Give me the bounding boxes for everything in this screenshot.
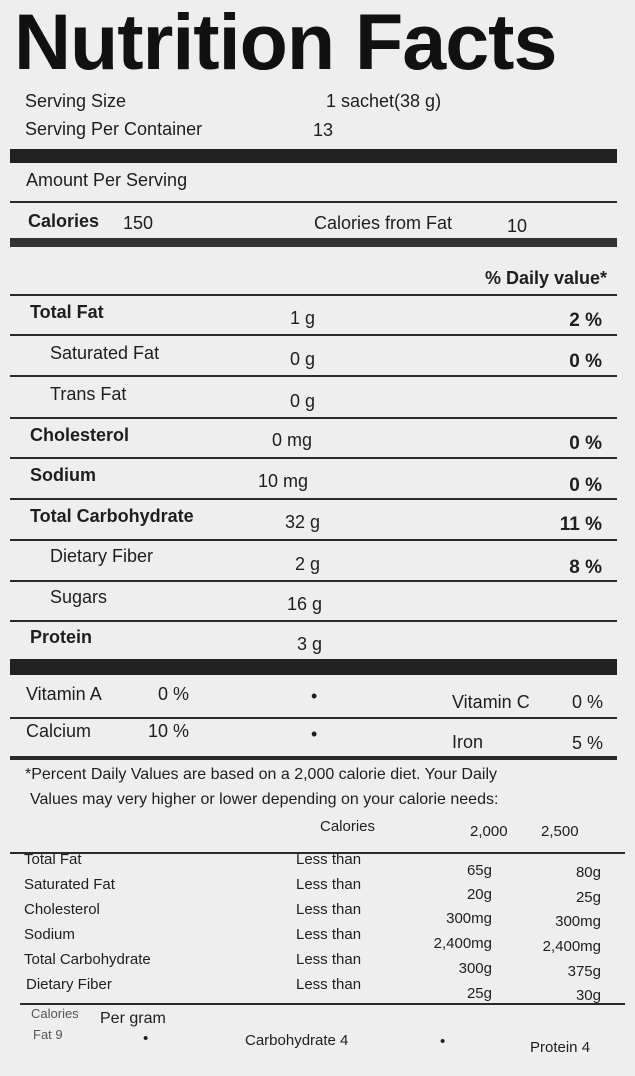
amount-per-serving: Amount Per Serving xyxy=(26,170,188,190)
calories-per-gram-label: Calories xyxy=(31,1006,79,1021)
dv-row-qualifier: Less than xyxy=(296,876,362,893)
dv-row-qualifier: Less than xyxy=(296,926,362,943)
nutrient-amount: 16 g xyxy=(287,594,323,614)
dv-row-2000: 20g xyxy=(466,886,492,903)
nutrient-dv: 0 % xyxy=(569,475,602,496)
vitamin-name: Vitamin A xyxy=(26,684,102,704)
divider xyxy=(10,294,617,296)
calories-label: Calories xyxy=(28,211,100,231)
per-gram-label: Per gram xyxy=(100,1010,166,1027)
nutrient-dv: 2 % xyxy=(569,310,602,331)
dv-row-2000: 25g xyxy=(466,985,492,1002)
divider xyxy=(10,457,617,459)
divider xyxy=(10,620,617,622)
dv-row-name: Total Carbohydrate xyxy=(24,951,151,968)
dv-row-name: Dietary Fiber xyxy=(26,976,112,993)
daily-value-header: % Daily value* xyxy=(484,268,607,288)
nutrient-amount: 1 g xyxy=(290,308,316,328)
dv-row-name: Saturated Fat xyxy=(24,876,115,893)
divider-thick xyxy=(10,659,617,675)
fat-per-gram: Fat 9 xyxy=(33,1027,63,1042)
nutrient-amount: 10 mg xyxy=(258,471,309,491)
dv-row-qualifier: Less than xyxy=(296,851,362,868)
dv-row-2500: 300mg xyxy=(555,913,601,930)
carbohydrate-per-gram: Carbohydrate 4 xyxy=(245,1032,349,1049)
nutrient-name: Sugars xyxy=(50,587,108,607)
dv-row-2500: 30g xyxy=(575,987,601,1004)
dv-row-2500: 375g xyxy=(567,963,601,980)
divider xyxy=(10,498,617,500)
dv-row-2000: 300mg xyxy=(446,910,492,927)
nutrient-dv: 0 % xyxy=(569,351,602,372)
separator-dot: • xyxy=(143,1030,149,1047)
divider xyxy=(10,852,625,854)
nutrient-name: Sodium xyxy=(30,465,96,485)
vitamin-dv: 5 % xyxy=(571,733,603,753)
dv-table-header-calories: Calories xyxy=(320,818,376,835)
calories-value: 150 xyxy=(123,213,154,233)
divider xyxy=(10,717,617,719)
divider xyxy=(10,417,617,419)
divider xyxy=(10,201,617,203)
nutrient-name: Cholesterol xyxy=(30,425,130,445)
divider-medium xyxy=(10,238,617,247)
nutrient-name: Trans Fat xyxy=(50,384,127,404)
dv-row-qualifier: Less than xyxy=(296,976,362,993)
separator-dot: • xyxy=(311,686,318,706)
dv-row-2000: 2,400mg xyxy=(433,935,492,952)
calories-from-fat-value: 10 xyxy=(507,216,528,236)
footnote-line: *Percent Daily Values are based on a 2,0… xyxy=(25,766,497,783)
nutrient-name: Total Fat xyxy=(30,302,104,322)
dv-row-qualifier: Less than xyxy=(296,901,362,918)
dv-table-header-2000: 2,000 xyxy=(470,823,508,840)
dv-row-2500: 25g xyxy=(575,889,601,906)
dv-row-2000: 65g xyxy=(466,862,492,879)
dv-row-name: Sodium xyxy=(24,926,75,943)
separator-dot: • xyxy=(440,1033,446,1050)
vitamin-dv: 10 % xyxy=(148,721,190,741)
nutrient-name: Saturated Fat xyxy=(50,343,160,363)
dv-row-2500: 2,400mg xyxy=(542,938,601,955)
divider-thick xyxy=(10,149,617,163)
serving-size-label: Serving Size xyxy=(25,91,127,111)
nutrient-amount: 0 mg xyxy=(272,430,313,450)
dv-row-qualifier: Less than xyxy=(296,951,362,968)
dv-row-2000: 300g xyxy=(458,960,492,977)
nutrient-amount: 32 g xyxy=(285,512,321,532)
vitamin-name: Vitamin C xyxy=(452,692,530,712)
calories-from-fat-label: Calories from Fat xyxy=(314,213,453,233)
separator-dot: • xyxy=(311,724,318,744)
divider xyxy=(10,539,617,541)
divider xyxy=(10,580,617,582)
divider xyxy=(10,334,617,336)
nutrient-dv: 8 % xyxy=(569,557,602,578)
nutrient-name: Protein xyxy=(30,627,93,647)
dv-table-header-2500: 2,500 xyxy=(541,823,579,840)
vitamin-dv: 0 % xyxy=(158,684,190,704)
servings-per-container-label: Serving Per Container xyxy=(25,119,203,139)
nutrient-dv: 0 % xyxy=(569,433,602,454)
dv-row-2500: 80g xyxy=(575,864,601,881)
label-title: Nutrition Facts xyxy=(14,0,557,86)
nutrient-amount: 2 g xyxy=(295,554,321,574)
nutrient-dv: 11 % xyxy=(559,514,602,535)
vitamin-name: Calcium xyxy=(26,721,92,741)
serving-size-value: 1 sachet(38 g) xyxy=(326,91,442,111)
vitamin-dv: 0 % xyxy=(571,692,603,712)
nutrient-name: Total Carbohydrate xyxy=(30,506,194,526)
servings-per-container-value: 13 xyxy=(313,120,334,140)
footnote-line: Values may very higher or lower dependin… xyxy=(30,791,499,808)
divider xyxy=(20,1003,625,1005)
dv-row-name: Total Fat xyxy=(24,851,82,868)
nutrient-name: Dietary Fiber xyxy=(50,546,154,566)
divider xyxy=(10,756,617,760)
dv-row-name: Cholesterol xyxy=(24,901,100,918)
protein-per-gram: Protein 4 xyxy=(530,1039,591,1056)
nutrient-amount: 0 g xyxy=(290,349,316,369)
nutrient-amount: 3 g xyxy=(297,634,323,654)
divider xyxy=(10,375,617,377)
vitamin-name: Iron xyxy=(452,732,484,752)
nutrient-amount: 0 g xyxy=(290,391,316,411)
